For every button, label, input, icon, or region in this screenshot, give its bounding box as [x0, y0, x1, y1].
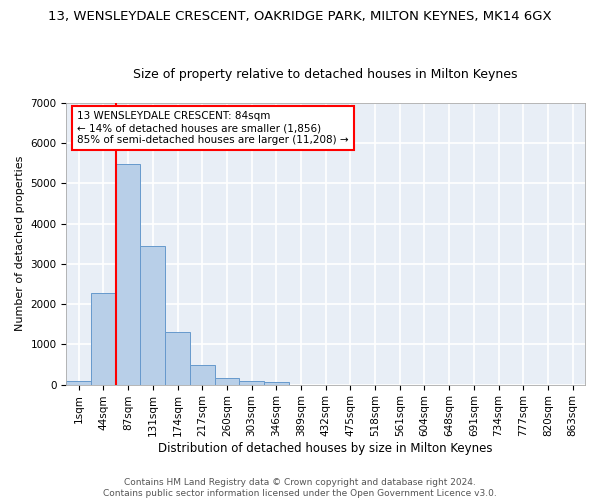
Bar [91, 293, 116, 384]
Bar [215, 378, 239, 384]
Title: Size of property relative to detached houses in Milton Keynes: Size of property relative to detached ho… [133, 68, 518, 81]
X-axis label: Distribution of detached houses by size in Milton Keynes: Distribution of detached houses by size … [158, 442, 493, 455]
Bar [264, 382, 289, 384]
Text: 13, WENSLEYDALE CRESCENT, OAKRIDGE PARK, MILTON KEYNES, MK14 6GX: 13, WENSLEYDALE CRESCENT, OAKRIDGE PARK,… [48, 10, 552, 23]
Bar [116, 164, 140, 384]
Text: Contains HM Land Registry data © Crown copyright and database right 2024.
Contai: Contains HM Land Registry data © Crown c… [103, 478, 497, 498]
Bar [67, 382, 91, 384]
Bar [165, 332, 190, 384]
Bar [190, 366, 215, 384]
Y-axis label: Number of detached properties: Number of detached properties [15, 156, 25, 332]
Bar [239, 381, 264, 384]
Bar [140, 246, 165, 384]
Text: 13 WENSLEYDALE CRESCENT: 84sqm
← 14% of detached houses are smaller (1,856)
85% : 13 WENSLEYDALE CRESCENT: 84sqm ← 14% of … [77, 112, 349, 144]
